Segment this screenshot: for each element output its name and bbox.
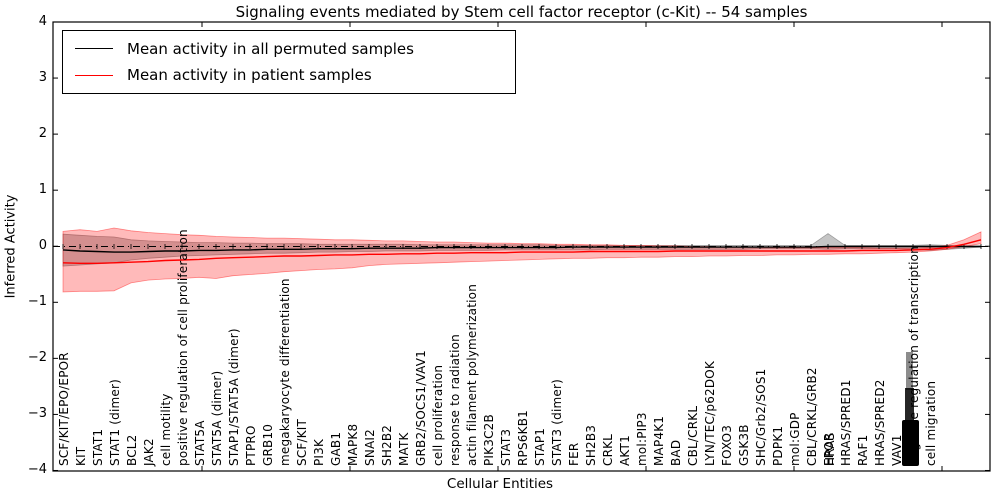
x-tick-label: BCL2 <box>124 434 139 466</box>
x-tick-label: MATK <box>396 432 411 466</box>
x-tick-label: STAT5A (dimer) <box>209 370 224 466</box>
y-tick-label: 1 <box>38 182 47 198</box>
x-tick-label: STAT1 <box>90 428 105 466</box>
x-tick-label: SH2B2 <box>379 424 394 466</box>
y-tick-label: 0 <box>38 238 47 254</box>
x-tick-label: STAT1 (dimer) <box>107 379 122 466</box>
x-tick-label: MAP4K1 <box>651 415 666 466</box>
x-tick-label: PDPK1 <box>770 425 785 466</box>
x-tick-label: CRKL <box>600 433 615 466</box>
x-tick-label: LYN/TEC/p62DOK <box>702 360 717 466</box>
x-tick-label: FOXO3 <box>719 424 734 466</box>
x-tick-label: HRAS/SPRED1 <box>838 379 853 466</box>
x-tick-label: GAB1 <box>328 431 343 466</box>
y-tick-label: −4 <box>27 462 47 478</box>
y-tick-label: −1 <box>27 294 47 310</box>
legend-label-patient: Mean activity in patient samples <box>127 66 372 85</box>
x-tick-label: cell proliferation <box>430 364 445 466</box>
x-tick-label: MAPK8 <box>345 423 360 466</box>
x-tick-label: GRB2/SOCS1/VAV1 <box>413 349 428 466</box>
x-tick-label: KIT <box>73 446 88 466</box>
x-tick-label: CBL/CRKL/GRB2 <box>804 367 819 466</box>
x-tick-label: response to radiation <box>447 334 462 466</box>
x-tick-label: SH2B3 <box>583 424 598 466</box>
x-tick-label: GSK3B <box>736 424 751 466</box>
chart-title: Signaling events mediated by Stem cell f… <box>235 3 808 21</box>
legend-item-patient: Mean activity in patient samples <box>63 66 515 84</box>
overlapping-labels-blob <box>905 388 914 422</box>
x-tick-label: SCF/KIT <box>294 418 309 466</box>
x-tick-label: RAF1 <box>855 434 870 466</box>
y-tick-label: 2 <box>38 126 47 142</box>
legend: Mean activity in all permuted samples Me… <box>62 30 516 94</box>
x-tick-label: cell motility <box>158 393 173 466</box>
legend-line-black <box>75 48 113 50</box>
legend-label-permuted: Mean activity in all permuted samples <box>127 39 414 58</box>
x-tick-label: GRB10 <box>260 423 275 466</box>
x-tick-label: PIK3C2B <box>481 414 496 466</box>
x-tick-label: megakaryocyte differentiation <box>277 278 292 466</box>
x-tick-label: SHC/Grb2/SOS1 <box>753 368 768 466</box>
y-tick-label: −2 <box>27 350 47 366</box>
x-tick-label: positive regulation of cell proliferatio… <box>175 229 190 466</box>
x-tick-label: HRAS <box>822 432 837 466</box>
x-tick-label: cell migration <box>923 380 938 466</box>
x-tick-label: CBL/CRKL <box>685 405 700 466</box>
x-tick-label: mol:PIP3 <box>634 412 649 466</box>
x-tick-label: PTPRO <box>243 425 258 466</box>
x-tick-label: mol:GDP <box>787 412 802 466</box>
x-tick-label: FER <box>566 442 581 466</box>
x-tick-label: STAP1/STAT5A (dimer) <box>226 328 241 466</box>
y-tick-label: −3 <box>27 406 47 422</box>
x-axis-label: Cellular Entities <box>446 476 554 492</box>
x-tick-label: JAK2 <box>141 438 156 466</box>
y-tick-label: 3 <box>38 70 47 86</box>
x-tick-label: RPS6KB1 <box>515 410 530 466</box>
x-tick-label: STAT5A <box>192 420 207 466</box>
y-tick-label: 4 <box>38 14 47 29</box>
x-tick-label: BAD <box>668 439 683 466</box>
overlapping-labels-blob <box>906 352 913 390</box>
x-tick-label: HRAS/SPRED2 <box>872 379 887 466</box>
legend-item-permuted: Mean activity in all permuted samples <box>63 40 515 58</box>
x-tick-label: STAP1 <box>532 427 547 466</box>
x-tick-label: STAT3 <box>498 428 513 466</box>
legend-line-red <box>75 74 113 76</box>
x-tick-label: AKT1 <box>617 435 632 466</box>
x-tick-label: actin filament polymerization <box>464 283 479 466</box>
x-tick-label: SCF/KIT/EPO/EPOR <box>56 352 71 466</box>
x-tick-label: SNAI2 <box>362 429 377 466</box>
overlapping-labels-blob <box>902 420 919 466</box>
x-tick-label: STAT3 (dimer) <box>549 379 564 466</box>
x-tick-label: PI3K <box>311 438 326 466</box>
